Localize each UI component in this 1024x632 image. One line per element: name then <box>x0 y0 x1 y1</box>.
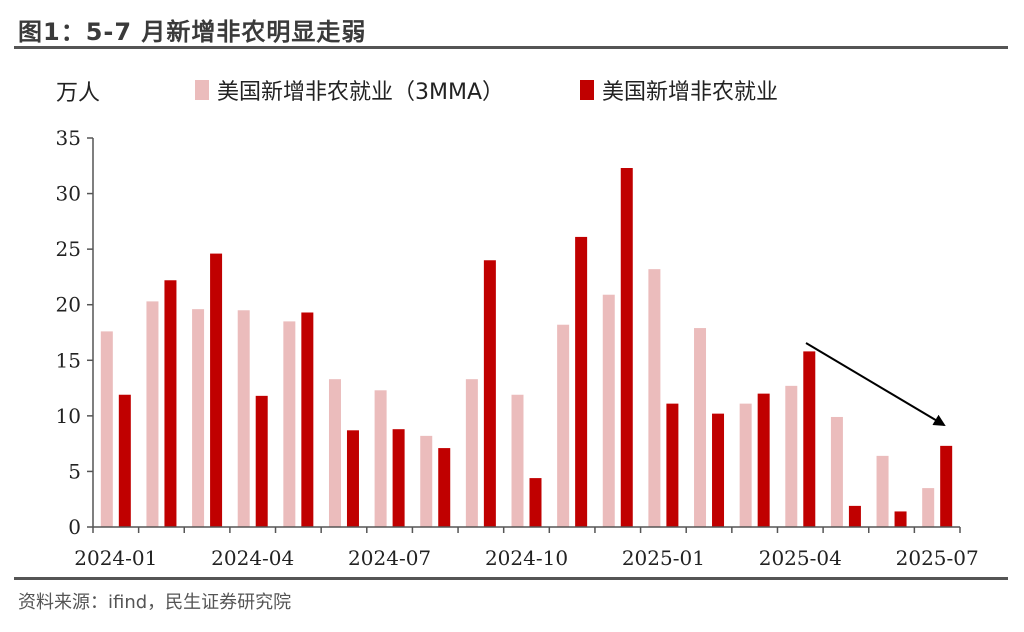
bar-3mma <box>511 394 524 527</box>
bar-3mma <box>237 310 250 527</box>
bar-3mma <box>648 269 661 527</box>
title-divider <box>14 46 1008 49</box>
bar-3mma <box>328 379 341 527</box>
bar-3mma <box>465 379 478 527</box>
bar-monthly <box>894 511 907 527</box>
y-tick-label: 20 <box>56 293 81 317</box>
bar-monthly <box>301 312 314 527</box>
y-tick-label: 5 <box>68 459 81 483</box>
y-tick-label: 35 <box>56 126 81 150</box>
bar-monthly <box>803 351 816 527</box>
bar-3mma <box>100 331 113 527</box>
y-tick-label: 10 <box>56 404 81 428</box>
x-tick-label: 2024-07 <box>348 546 431 570</box>
legend-label: 美国新增非农就业（3MMA） <box>217 80 504 105</box>
bar-monthly <box>529 478 542 527</box>
x-tick-label: 2025-07 <box>896 546 979 570</box>
bar-monthly <box>712 413 725 527</box>
bar-3mma <box>922 488 935 527</box>
bar-3mma <box>785 385 798 527</box>
bar-3mma <box>830 416 843 527</box>
bar-monthly <box>346 430 359 527</box>
bar-3mma <box>146 301 159 527</box>
bar-monthly <box>757 393 770 527</box>
x-tick-label: 2024-01 <box>74 546 157 570</box>
legend-label: 美国新增非农就业 <box>602 80 778 105</box>
trend-arrow <box>805 342 946 427</box>
bar-monthly <box>255 395 268 527</box>
bar-3mma <box>420 435 433 527</box>
bar-monthly <box>392 429 405 527</box>
bar-3mma <box>192 309 205 527</box>
bar-3mma <box>739 403 752 527</box>
y-tick-label: 30 <box>56 182 81 206</box>
bar-monthly <box>575 236 588 527</box>
y-tick-label: 0 <box>68 515 81 539</box>
legend-swatch <box>195 80 209 100</box>
bar-3mma <box>374 390 387 527</box>
bar-monthly <box>210 253 223 528</box>
bar-3mma <box>876 455 889 527</box>
bar-3mma <box>694 328 707 527</box>
bar-monthly <box>940 445 953 527</box>
x-tick-label: 2025-01 <box>622 546 705 570</box>
bar-monthly <box>620 168 633 527</box>
x-tick-label: 2024-04 <box>211 546 294 570</box>
bar-monthly <box>666 403 679 527</box>
source-note: 资料来源：ifind，民生证券研究院 <box>18 592 292 613</box>
y-tick-label: 25 <box>56 237 81 261</box>
bar-3mma <box>557 324 570 527</box>
figure-title: 图1：5-7 月新增非农明显走弱 <box>18 18 367 46</box>
legend-swatch <box>580 80 594 100</box>
y-unit-label: 万人 <box>56 81 100 106</box>
y-tick-label: 15 <box>56 348 81 372</box>
bar-monthly <box>848 505 861 527</box>
x-tick-label: 2024-10 <box>485 546 568 570</box>
x-tick-label: 2025-04 <box>759 546 842 570</box>
bar-3mma <box>602 294 615 527</box>
bar-monthly <box>438 448 451 527</box>
bar-monthly <box>164 280 177 527</box>
source-divider <box>14 577 1008 580</box>
bar-3mma <box>283 321 296 527</box>
bar-monthly <box>118 394 131 527</box>
bar-monthly <box>483 260 496 527</box>
